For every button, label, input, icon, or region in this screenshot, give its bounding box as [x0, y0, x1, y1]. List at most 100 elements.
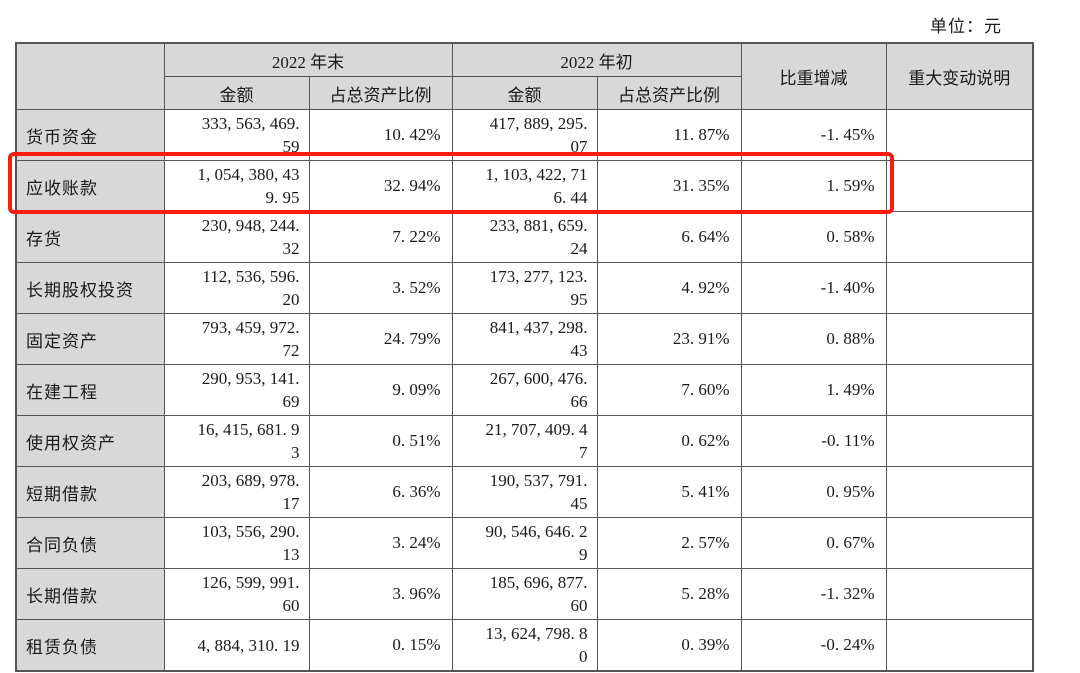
begin-amount-cell: 841, 437, 298. 43	[451, 313, 598, 365]
note-cell	[885, 109, 1034, 161]
end-ratio-cell: 7. 22%	[308, 211, 453, 263]
row-label: 合同负债	[15, 517, 165, 569]
end-amount-cell: 793, 459, 972. 72	[163, 313, 310, 365]
end-ratio-cell: 10. 42%	[308, 109, 453, 161]
begin-amount-cell: 1, 103, 422, 71 6. 44	[451, 160, 598, 212]
header-period-begin: 2022 年初	[451, 42, 742, 77]
end-ratio-cell: 6. 36%	[308, 466, 453, 518]
note-cell	[885, 466, 1034, 518]
begin-amount-cell: 190, 537, 791. 45	[451, 466, 598, 518]
table-row: 合同负债 103, 556, 290. 13 3. 24% 90, 546, 6…	[15, 517, 1034, 569]
change-cell: -1. 32%	[740, 568, 887, 620]
begin-amount-cell: 267, 600, 476. 66	[451, 364, 598, 416]
table-row: 租赁负债 4, 884, 310. 19 0. 15% 13, 624, 798…	[15, 619, 1034, 672]
note-cell	[885, 517, 1034, 569]
row-label: 短期借款	[15, 466, 165, 518]
table-row: 货币资金 333, 563, 469. 59 10. 42% 417, 889,…	[15, 109, 1034, 161]
begin-ratio-cell: 2. 57%	[596, 517, 742, 569]
header-period-end: 2022 年末	[163, 42, 453, 77]
change-cell: 1. 49%	[740, 364, 887, 416]
row-label: 应收账款	[15, 160, 165, 212]
end-amount-cell: 203, 689, 978. 17	[163, 466, 310, 518]
begin-ratio-cell: 4. 92%	[596, 262, 742, 314]
begin-amount-cell: 21, 707, 409. 4 7	[451, 415, 598, 467]
note-cell	[885, 313, 1034, 365]
change-cell: -0. 11%	[740, 415, 887, 467]
begin-ratio-cell: 5. 41%	[596, 466, 742, 518]
change-cell: 0. 58%	[740, 211, 887, 263]
end-ratio-cell: 3. 52%	[308, 262, 453, 314]
header-blank-cell	[15, 42, 165, 110]
begin-amount-cell: 233, 881, 659. 24	[451, 211, 598, 263]
end-amount-cell: 4, 884, 310. 19	[163, 619, 310, 672]
change-cell: 0. 67%	[740, 517, 887, 569]
begin-amount-cell: 417, 889, 295. 07	[451, 109, 598, 161]
note-cell	[885, 211, 1034, 263]
unit-label: 单位：元	[930, 17, 1002, 36]
table-row: 长期股权投资 112, 536, 596. 20 3. 52% 173, 277…	[15, 262, 1034, 314]
header-ratio-end: 占总资产比例	[308, 76, 453, 110]
row-label: 货币资金	[15, 109, 165, 161]
begin-amount-cell: 90, 546, 646. 2 9	[451, 517, 598, 569]
end-amount-cell: 333, 563, 469. 59	[163, 109, 310, 161]
begin-amount-cell: 173, 277, 123. 95	[451, 262, 598, 314]
end-ratio-cell: 0. 15%	[308, 619, 453, 672]
end-ratio-cell: 0. 51%	[308, 415, 453, 467]
change-cell: 1. 59%	[740, 160, 887, 212]
row-label: 长期股权投资	[15, 262, 165, 314]
end-amount-cell: 230, 948, 244. 32	[163, 211, 310, 263]
row-label: 固定资产	[15, 313, 165, 365]
note-cell	[885, 262, 1034, 314]
table-row: 长期借款 126, 599, 991. 60 3. 96% 185, 696, …	[15, 568, 1034, 620]
table-row: 在建工程 290, 953, 141. 69 9. 09% 267, 600, …	[15, 364, 1034, 416]
change-cell: -0. 24%	[740, 619, 887, 672]
begin-ratio-cell: 0. 39%	[596, 619, 742, 672]
note-cell	[885, 568, 1034, 620]
assets-liabilities-table: 2022 年末 2022 年初 比重增减 重大变动说明 金额 占总资产比例 金额…	[15, 42, 1034, 672]
header-amount-end: 金额	[163, 76, 310, 110]
row-label: 存货	[15, 211, 165, 263]
table-body: 货币资金 333, 563, 469. 59 10. 42% 417, 889,…	[15, 109, 1034, 672]
begin-ratio-cell: 31. 35%	[596, 160, 742, 212]
table-row: 固定资产 793, 459, 972. 72 24. 79% 841, 437,…	[15, 313, 1034, 365]
change-cell: 0. 95%	[740, 466, 887, 518]
header-ratio-begin: 占总资产比例	[596, 76, 742, 110]
row-label: 在建工程	[15, 364, 165, 416]
end-amount-cell: 112, 536, 596. 20	[163, 262, 310, 314]
end-amount-cell: 103, 556, 290. 13	[163, 517, 310, 569]
end-amount-cell: 1, 054, 380, 43 9. 95	[163, 160, 310, 212]
table-row-highlighted: 应收账款 1, 054, 380, 43 9. 95 32. 94% 1, 10…	[15, 160, 1034, 212]
begin-amount-cell: 185, 696, 877. 60	[451, 568, 598, 620]
table-row: 使用权资产 16, 415, 681. 9 3 0. 51% 21, 707, …	[15, 415, 1034, 467]
begin-amount-cell: 13, 624, 798. 8 0	[451, 619, 598, 672]
row-label: 长期借款	[15, 568, 165, 620]
end-ratio-cell: 3. 96%	[308, 568, 453, 620]
row-label: 使用权资产	[15, 415, 165, 467]
note-cell	[885, 415, 1034, 467]
header-change: 比重增减	[740, 42, 887, 110]
begin-ratio-cell: 0. 62%	[596, 415, 742, 467]
change-cell: 0. 88%	[740, 313, 887, 365]
end-ratio-cell: 9. 09%	[308, 364, 453, 416]
note-cell	[885, 160, 1034, 212]
end-ratio-cell: 24. 79%	[308, 313, 453, 365]
table-header: 2022 年末 2022 年初 比重增减 重大变动说明 金额 占总资产比例 金额…	[15, 42, 1034, 110]
begin-ratio-cell: 23. 91%	[596, 313, 742, 365]
note-cell	[885, 619, 1034, 672]
end-amount-cell: 290, 953, 141. 69	[163, 364, 310, 416]
row-label: 租赁负债	[15, 619, 165, 672]
begin-ratio-cell: 11. 87%	[596, 109, 742, 161]
header-amount-begin: 金额	[451, 76, 598, 110]
end-ratio-cell: 32. 94%	[308, 160, 453, 212]
end-amount-cell: 16, 415, 681. 9 3	[163, 415, 310, 467]
header-note: 重大变动说明	[885, 42, 1034, 110]
table-row: 短期借款 203, 689, 978. 17 6. 36% 190, 537, …	[15, 466, 1034, 518]
end-ratio-cell: 3. 24%	[308, 517, 453, 569]
end-amount-cell: 126, 599, 991. 60	[163, 568, 310, 620]
change-cell: -1. 40%	[740, 262, 887, 314]
begin-ratio-cell: 7. 60%	[596, 364, 742, 416]
table-row: 存货 230, 948, 244. 32 7. 22% 233, 881, 65…	[15, 211, 1034, 263]
note-cell	[885, 364, 1034, 416]
change-cell: -1. 45%	[740, 109, 887, 161]
